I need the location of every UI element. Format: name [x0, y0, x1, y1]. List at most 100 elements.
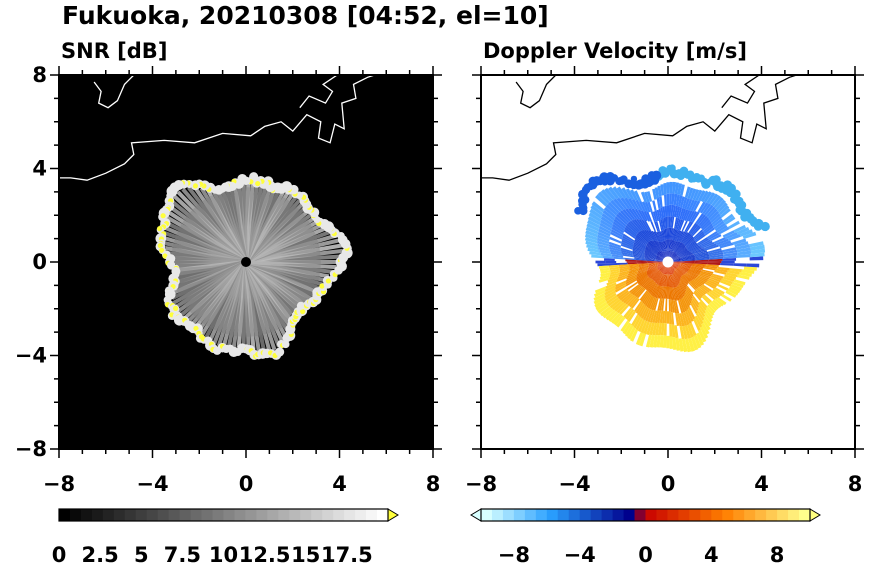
colorbar-label: −4 — [564, 543, 596, 567]
doppler-cell — [700, 219, 711, 230]
doppler-cell — [646, 267, 658, 275]
doppler-cell — [625, 225, 637, 236]
colorbar-cell — [634, 509, 646, 521]
doppler-cell — [681, 232, 690, 243]
radar-field — [481, 75, 797, 353]
doppler-cell — [705, 282, 716, 290]
doppler-cell — [671, 193, 675, 205]
doppler-cell — [709, 252, 724, 257]
colorbar-cell — [788, 509, 800, 521]
doppler-cell — [647, 309, 654, 323]
doppler-cell — [675, 268, 684, 275]
doppler-cell — [669, 274, 673, 288]
doppler-cell — [688, 245, 701, 252]
doppler-cell — [597, 304, 610, 314]
doppler-cell — [599, 274, 611, 280]
doppler-cell — [633, 243, 646, 251]
doppler-cell — [625, 279, 637, 287]
doppler-cell — [697, 275, 709, 282]
doppler-cell — [680, 196, 685, 208]
doppler-cell — [650, 221, 657, 233]
doppler-cell — [681, 276, 689, 284]
doppler-cell — [648, 263, 659, 265]
doppler-cell — [594, 286, 607, 294]
doppler-cell — [691, 211, 700, 223]
doppler-cell — [667, 286, 669, 299]
colorbar-cell — [223, 509, 235, 521]
doppler-cell — [668, 262, 681, 263]
doppler-cell — [709, 210, 720, 221]
doppler-cell — [669, 239, 672, 251]
doppler-cell — [672, 337, 677, 350]
doppler-cell — [680, 277, 688, 287]
doppler-cell — [707, 279, 719, 286]
doppler-cell — [608, 241, 622, 248]
doppler-cell — [640, 191, 648, 203]
doppler-cell — [693, 291, 702, 301]
doppler-cell — [678, 265, 690, 270]
doppler-cell — [647, 261, 658, 263]
doppler-cell — [684, 236, 694, 246]
doppler-cell — [628, 263, 639, 266]
doppler-cell — [716, 297, 727, 306]
doppler-cell — [600, 270, 611, 274]
doppler-cell — [702, 242, 715, 249]
doppler-cell — [658, 208, 663, 220]
panel-subtitle: SNR [dB] — [61, 39, 167, 63]
doppler-cell — [674, 269, 682, 277]
doppler-cell — [695, 213, 704, 224]
doppler-cell — [637, 231, 649, 243]
doppler-cell — [589, 251, 601, 256]
doppler-cell — [629, 220, 641, 232]
doppler-cell — [672, 229, 677, 241]
doppler-cell — [727, 270, 740, 275]
doppler-cell — [700, 240, 713, 248]
doppler-cell — [660, 322, 665, 336]
doppler-cell — [635, 199, 643, 212]
doppler-cell — [680, 262, 694, 265]
doppler-cell — [636, 272, 648, 279]
doppler-cell — [685, 273, 695, 280]
doppler-cell — [635, 234, 648, 245]
doppler-cell — [639, 305, 647, 318]
doppler-cell — [682, 325, 688, 340]
doppler-cell — [625, 188, 635, 201]
doppler-cell — [707, 304, 716, 314]
colorbar-cell — [179, 509, 192, 521]
doppler-cell — [618, 264, 629, 267]
doppler-cell — [608, 311, 619, 322]
doppler-cell — [708, 193, 719, 205]
doppler-cell — [668, 274, 670, 287]
doppler-cell — [657, 273, 663, 285]
doppler-cell — [638, 218, 648, 231]
colorbar-cell — [113, 509, 126, 521]
snr-ring — [281, 340, 290, 349]
doppler-cell — [672, 241, 677, 252]
doppler-cell — [628, 207, 638, 220]
doppler-cell — [664, 274, 667, 287]
doppler-cell — [702, 223, 713, 233]
doppler-cell — [707, 208, 718, 219]
doppler-cell — [610, 270, 621, 275]
colorbar-cell — [190, 509, 203, 521]
doppler-cell — [654, 240, 662, 252]
doppler-cell — [657, 310, 662, 324]
doppler-cell — [674, 325, 679, 339]
doppler-cell — [694, 251, 709, 257]
doppler-cell — [676, 267, 686, 274]
doppler-cell — [730, 284, 742, 291]
doppler-cell — [678, 231, 686, 242]
snr-ring-high — [319, 283, 325, 289]
colorbar-cell — [491, 509, 504, 521]
doppler-cell — [607, 277, 619, 283]
doppler-cell — [675, 206, 681, 218]
doppler-cell — [612, 221, 625, 232]
doppler-cell — [616, 276, 628, 282]
doppler-cell — [671, 240, 676, 252]
doppler-cell — [644, 249, 657, 257]
doppler-cell — [746, 263, 760, 268]
doppler-cell — [651, 230, 658, 242]
doppler-cell — [625, 277, 637, 285]
doppler-cell — [697, 190, 706, 202]
colorbar-label: 17.5 — [321, 543, 373, 567]
